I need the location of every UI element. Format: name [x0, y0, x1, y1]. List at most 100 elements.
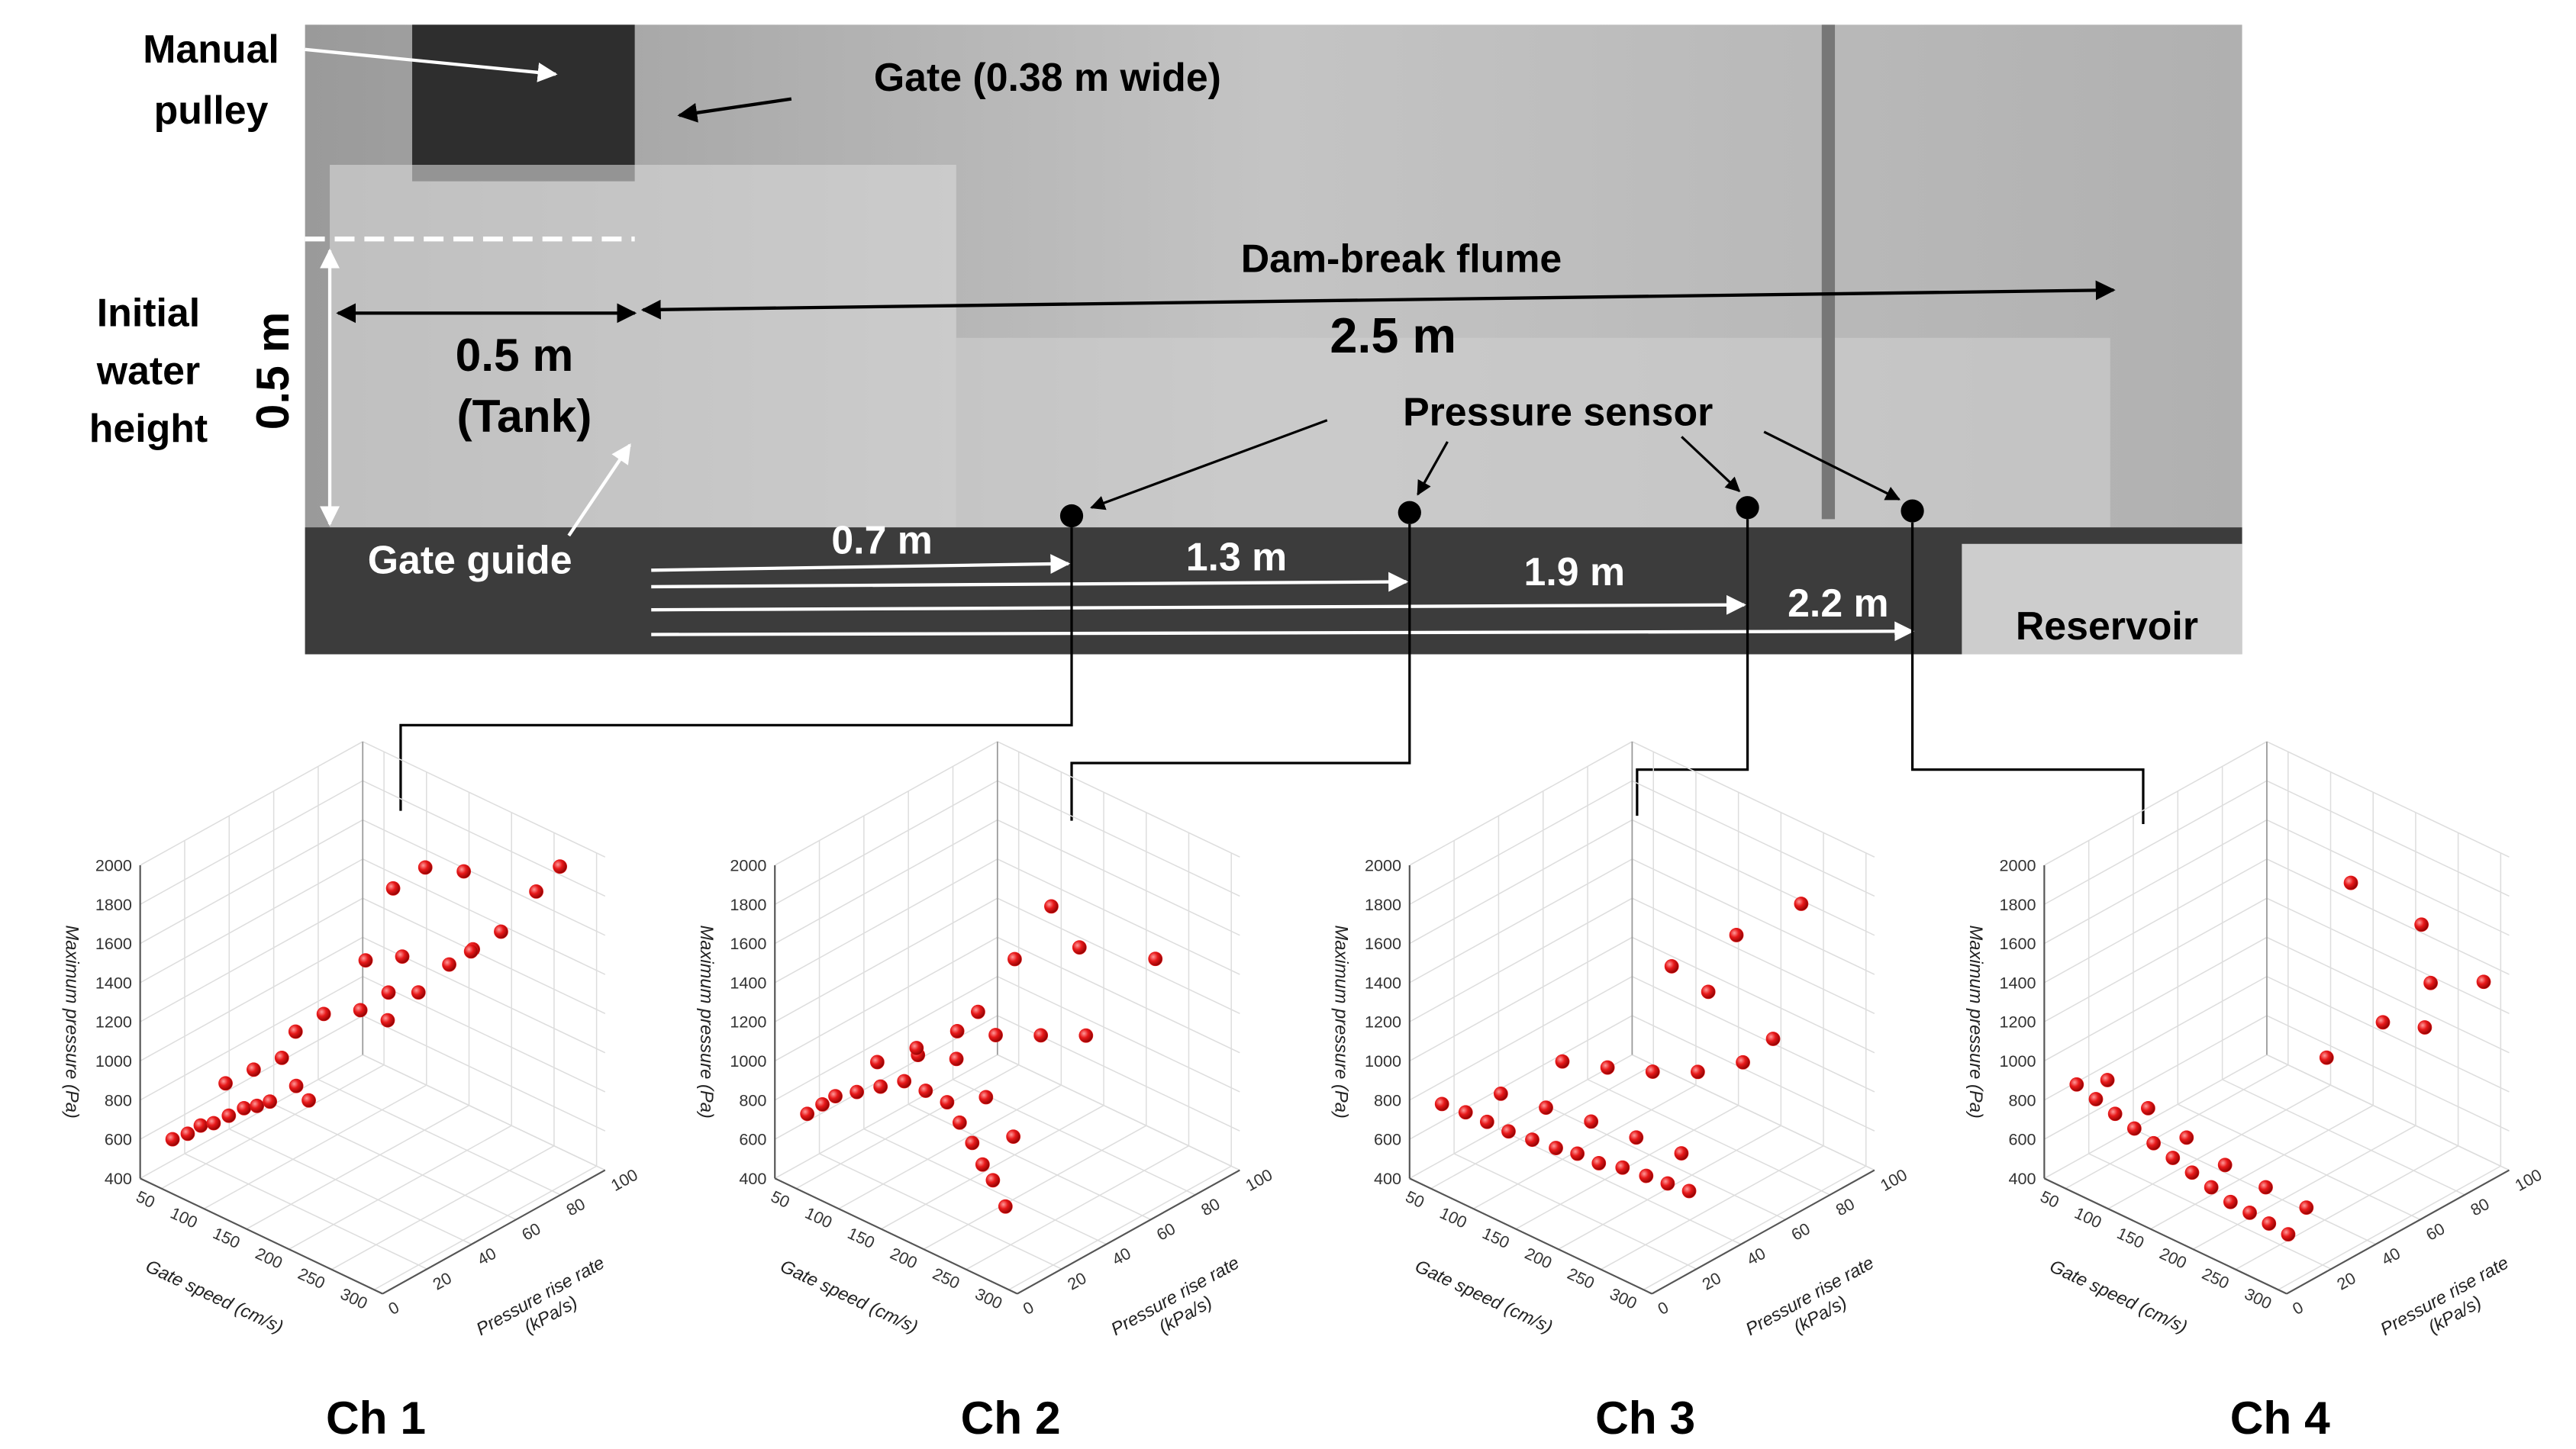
point: [237, 1100, 252, 1116]
sensor: [1398, 501, 1421, 524]
grid-line: [2266, 780, 2510, 897]
point: [442, 957, 456, 972]
point: [289, 1078, 304, 1093]
grid-line: [2266, 976, 2510, 1093]
grid-line: [184, 1153, 427, 1270]
point: [1549, 1141, 1563, 1155]
y-tick-label: 20: [2333, 1268, 2358, 1294]
grid-line: [1632, 1054, 1875, 1171]
z-tick-label: 800: [105, 1090, 132, 1109]
point: [529, 884, 543, 899]
y-tick-label: 0: [1655, 1297, 1672, 1319]
y-tick-label: 20: [1064, 1268, 1089, 1294]
grid-line: [246, 1105, 469, 1230]
axis-line: [382, 1169, 606, 1295]
z-tick-label: 1200: [730, 1013, 766, 1032]
y-tick-label: 40: [1109, 1244, 1134, 1270]
point: [850, 1084, 865, 1100]
y-tick-label: 0: [1020, 1297, 1037, 1319]
point: [1008, 952, 1022, 967]
z-tick-label: 1400: [730, 973, 766, 992]
flume-body: [956, 337, 2110, 528]
point: [870, 1055, 885, 1070]
point: [988, 1028, 1003, 1042]
y-tick-label: 60: [2423, 1219, 2448, 1245]
point: [971, 1004, 985, 1019]
z-tick-label: 600: [739, 1130, 766, 1149]
grid-line: [362, 897, 606, 1015]
point: [193, 1118, 208, 1133]
point: [2281, 1227, 2296, 1242]
z-tick-label: 1800: [730, 895, 766, 914]
z-axis-label: Maximum pressure (Pa): [1331, 925, 1352, 1118]
point: [2423, 975, 2438, 990]
z-tick-label: 1600: [730, 934, 766, 953]
point: [918, 1084, 933, 1098]
y-tick-label: 80: [1833, 1194, 1858, 1220]
grid-line: [1409, 858, 1633, 984]
grid-line: [1632, 741, 1875, 858]
grid-line: [140, 858, 363, 984]
chart-title: Ch 2: [961, 1392, 1061, 1444]
y-tick-label: 20: [1699, 1268, 1724, 1294]
grid-line: [997, 936, 1240, 1054]
y-tick-label: 100: [1243, 1165, 1276, 1195]
point: [301, 1093, 316, 1108]
point: [800, 1106, 815, 1122]
point: [1660, 1176, 1675, 1191]
grid-line: [203, 1084, 427, 1209]
chart: 4006008001000120014001600180020005010015…: [1965, 741, 2545, 1444]
point: [1458, 1105, 1473, 1120]
grid-line: [140, 819, 363, 945]
z-tick-label: 2000: [1365, 856, 1401, 875]
grid-line: [1632, 976, 1875, 1093]
y-tick-label: 40: [1743, 1244, 1768, 1270]
grid-line: [2133, 1128, 2376, 1245]
grid-line: [2043, 780, 2268, 905]
grid-line: [997, 1054, 1240, 1171]
point: [1794, 897, 1809, 911]
x-axis-label: Gate speed (cm/s): [1412, 1256, 1556, 1338]
grid-line: [140, 1054, 363, 1180]
axis-line: [1409, 1177, 1652, 1295]
point: [815, 1096, 830, 1112]
chart-title: Ch 3: [1595, 1392, 1695, 1444]
person: [412, 24, 635, 182]
distance-label: 2.2 m: [1788, 581, 1889, 625]
grid-line: [2266, 741, 2510, 858]
x-axis-label: Gate speed (cm/s): [2046, 1256, 2190, 1338]
point: [353, 1003, 368, 1018]
point: [2126, 1121, 2142, 1136]
point: [381, 985, 396, 1000]
point: [1072, 940, 1087, 955]
grid-line: [1632, 780, 1875, 897]
point: [1044, 899, 1059, 914]
reservoir-area: [1962, 543, 2242, 655]
grid-line: [1543, 1103, 1786, 1221]
photo: Manual pulley Gate (0.38 m wide) Dam-brea…: [89, 24, 2242, 824]
point: [949, 1024, 965, 1038]
height-value: 0.5 m: [247, 312, 298, 430]
distance-arrow: [651, 554, 1071, 575]
point: [1691, 1064, 1705, 1080]
gate-label: Gate (0.38 m wide): [874, 55, 1221, 99]
grid-line: [362, 1015, 606, 1132]
grid-line: [1008, 1165, 1232, 1290]
z-tick-label: 600: [2009, 1130, 2036, 1149]
point: [2184, 1165, 2200, 1180]
connector: [1910, 522, 2145, 824]
grid-line: [1632, 897, 1875, 1015]
z-tick-label: 1000: [730, 1051, 766, 1071]
x-tick-label: 300: [1607, 1284, 1639, 1313]
x-tick-label: 150: [1479, 1223, 1512, 1252]
point: [985, 1173, 1001, 1188]
x-tick-label: 250: [930, 1264, 962, 1293]
grid-line: [1601, 1145, 1824, 1270]
grid-line: [1409, 1015, 1633, 1140]
grid-line: [795, 1064, 1020, 1190]
z-tick-label: 400: [2009, 1169, 2036, 1188]
grid-line: [997, 897, 1240, 1015]
axis-line: [774, 1177, 1018, 1295]
x-tick-label: 100: [2071, 1203, 2104, 1232]
axis-line: [2286, 1169, 2510, 1295]
